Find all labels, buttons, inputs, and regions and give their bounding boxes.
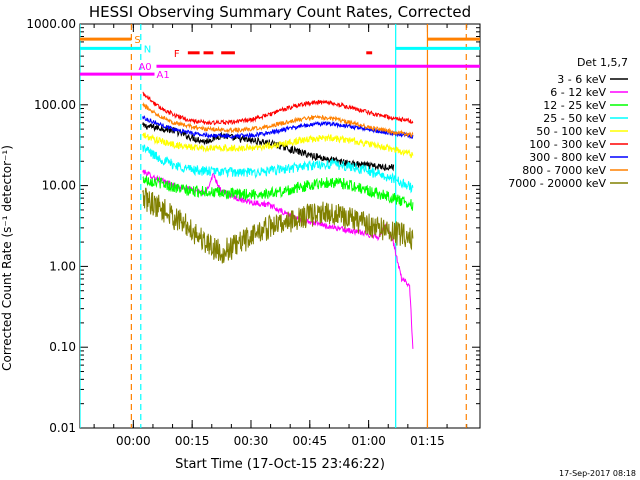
y-tick-label: 10.00	[42, 179, 76, 193]
x-tick-label: 00:30	[234, 434, 269, 448]
y-tick-label: 0.10	[49, 340, 76, 354]
y-tick-label: 1000.00	[26, 17, 76, 31]
plot-area: 1000.00 100.00 10.00 1.00 0.10 0.01 00:00 00:15…	[26, 17, 481, 448]
plot-frame	[79, 23, 481, 429]
series-line	[142, 132, 414, 159]
plot-content: SN A0 A1 F	[80, 24, 480, 428]
y-tick-label: 100.00	[34, 98, 76, 112]
legend-label: 300 - 800 keV	[529, 151, 606, 164]
y-tick-label: 0.01	[49, 421, 76, 435]
series-line	[142, 91, 414, 126]
state-bar-label: A1	[157, 70, 170, 81]
x-tick-label: 00:45	[293, 434, 328, 448]
series-line	[142, 144, 414, 194]
legend-label: 100 - 300 keV	[529, 138, 606, 151]
state-bar-label: F	[174, 49, 180, 60]
series-line	[142, 169, 414, 349]
x-axis-label: Start Time (17-Oct-15 23:46:22)	[175, 457, 385, 472]
legend-label: 6 - 12 keV	[550, 86, 606, 99]
chart-title: HESSI Observing Summary Count Rates, Cor…	[89, 3, 471, 21]
series-line	[142, 187, 414, 264]
state-bar-label: S	[134, 35, 140, 46]
series-line	[142, 115, 414, 140]
legend-label: 25 - 50 keV	[543, 112, 606, 125]
state-bar-label: A0	[138, 62, 151, 73]
x-tick-label: 01:00	[351, 434, 386, 448]
legend-label: 7000 - 20000 keV	[508, 177, 606, 190]
y-axis-label: Corrected Count Rate (s⁻¹ detector⁻¹)	[0, 145, 14, 371]
legend-label: 12 - 25 keV	[543, 99, 606, 112]
y-tick-label: 1.00	[49, 259, 76, 273]
legend-title: Det 1,5,7	[577, 56, 628, 69]
x-tick-label: 00:15	[175, 434, 210, 448]
series-line	[142, 175, 414, 211]
x-tick-label: 01:15	[410, 434, 445, 448]
state-bar-label: N	[144, 44, 151, 55]
legend-label: 800 - 7000 keV	[522, 164, 606, 177]
legend-label: 50 - 100 keV	[536, 125, 606, 138]
x-tick-label: 00:00	[116, 434, 151, 448]
legend-label: 3 - 6 keV	[557, 73, 606, 86]
series-line	[142, 102, 414, 138]
timestamp-footer: 17-Sep-2017 08:18	[559, 469, 636, 478]
